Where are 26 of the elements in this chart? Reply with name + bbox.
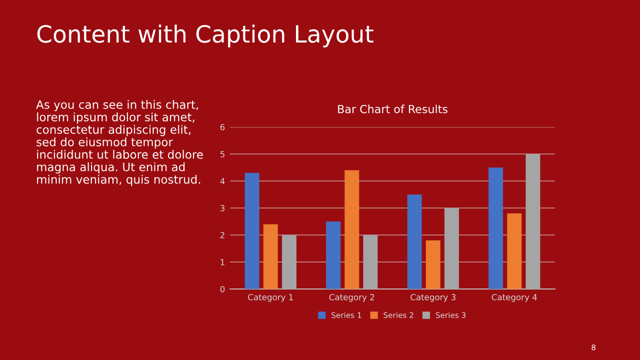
- y-tick-label: 4: [220, 178, 225, 184]
- bar: [263, 224, 278, 289]
- y-tick-label: 6: [220, 124, 225, 130]
- y-tick-label: 5: [220, 151, 224, 158]
- bar: [363, 235, 378, 289]
- bar: [407, 194, 422, 289]
- text: Content with Caption Layout: [37, 24, 374, 48]
- bar: [507, 213, 522, 289]
- y-tick-label: 3: [220, 204, 224, 212]
- chart-title: Bar Chart of Results: [338, 104, 448, 114]
- bar: [488, 168, 504, 289]
- x-tick-label: Category 3: [410, 294, 456, 302]
- x-tick-label: Category 2: [329, 294, 374, 302]
- y-tick-label: 1: [220, 259, 224, 266]
- x-tick-label: Category 1: [248, 294, 293, 302]
- bar: [526, 154, 540, 289]
- bar: [326, 222, 341, 289]
- bar: [282, 235, 296, 289]
- text: As you can see in this chart, lorem ipsum dolor sit amet, consectetur adipiscing elit, sed do eiusmod tempor incididunt ut labore et dolore magna aliqua. Ut enim ad minim veniam, quis nostrud.: [36, 100, 203, 186]
- x-tick-label: Category 4: [492, 294, 537, 302]
- bar: [426, 240, 440, 289]
- bar: [344, 170, 360, 289]
- bar: [444, 208, 459, 289]
- bar: [244, 172, 260, 289]
- y-tick-label: 0: [220, 286, 225, 292]
- y-tick-label: 2: [220, 232, 224, 238]
